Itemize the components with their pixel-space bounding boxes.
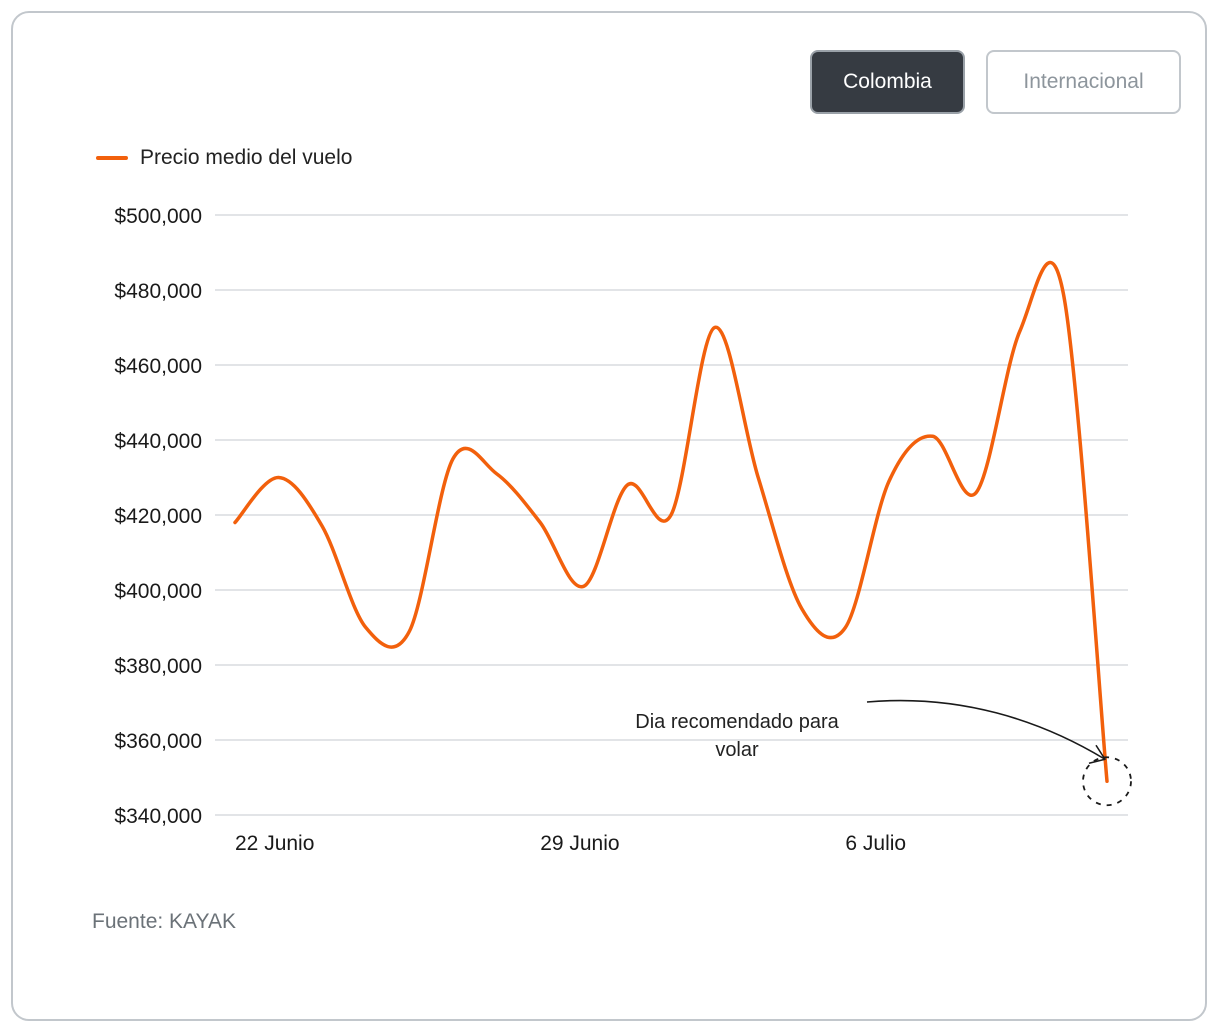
x-tick-label: 6 Julio (845, 832, 906, 855)
y-tick-label: $360,000 (114, 730, 202, 753)
y-tick-label: $500,000 (114, 205, 202, 228)
tab-colombia[interactable]: Colombia (810, 50, 965, 114)
x-tick-label: 22 Junio (235, 832, 314, 855)
tab-internacional[interactable]: Internacional (986, 50, 1181, 114)
annotation-text-line1: Dia recomendado para (635, 711, 839, 733)
y-tick-label: $400,000 (114, 580, 202, 603)
series-line (233, 260, 1109, 783)
y-tick-label: $420,000 (114, 505, 202, 528)
x-tick-label: 29 Junio (540, 832, 619, 855)
annotation-arrowhead (1088, 744, 1106, 765)
y-tick-label: $480,000 (114, 280, 202, 303)
chart-legend: Precio medio del vuelo (96, 146, 352, 170)
y-tick-label: $340,000 (114, 805, 202, 828)
annotation-text-line2: volar (715, 739, 759, 761)
source-caption: Fuente: KAYAK (92, 910, 236, 933)
chart-card (11, 11, 1207, 1021)
legend-swatch (96, 156, 128, 160)
y-tick-label: $440,000 (114, 430, 202, 453)
annotation-arrow (866, 699, 1106, 760)
recommended-day-marker (1082, 756, 1132, 807)
legend-label: Precio medio del vuelo (140, 146, 353, 169)
y-tick-label: $380,000 (114, 655, 202, 678)
y-tick-label: $460,000 (114, 355, 202, 378)
